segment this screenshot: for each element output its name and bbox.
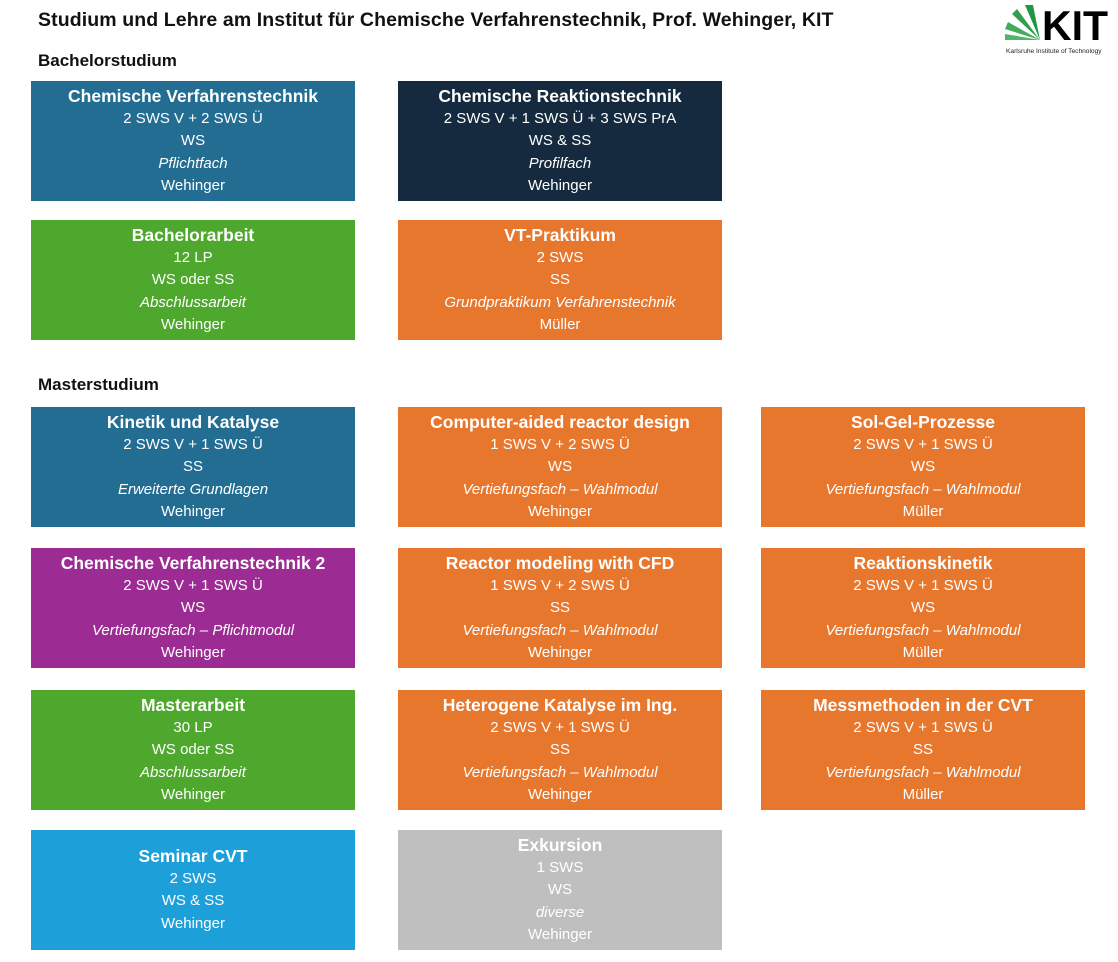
- course-category: Vertiefungsfach – Wahlmodul: [462, 763, 658, 781]
- course-card-computer-aided-reactor-design: Computer-aided reactor design 1 SWS V + …: [398, 407, 722, 527]
- kit-logo-tagline: Karlsruhe Institute of Technology: [1006, 48, 1102, 55]
- course-sws: 2 SWS: [169, 869, 217, 887]
- course-card-messmethoden-in-der-cvt: Messmethoden in der CVT 2 SWS V + 1 SWS …: [761, 690, 1085, 810]
- course-category: Abschlussarbeit: [140, 763, 246, 781]
- course-semester: WS: [910, 599, 936, 617]
- course-semester: SS: [549, 741, 570, 759]
- course-title: Kinetik und Katalyse: [106, 411, 280, 432]
- course-lecturer: Wehinger: [161, 643, 225, 661]
- course-title: Computer-aided reactor design: [430, 411, 690, 432]
- course-card-heterogene-katalyse-im-ing: Heterogene Katalyse im Ing. 2 SWS V + 1 …: [398, 690, 722, 810]
- course-category: Profilfach: [528, 154, 592, 172]
- course-lecturer: Müller: [902, 643, 944, 661]
- course-semester: SS: [549, 599, 570, 617]
- course-lecturer: Müller: [902, 502, 944, 520]
- course-sws: 2 SWS V + 1 SWS Ü: [123, 435, 263, 453]
- kit-logo: KIT Karlsruhe Institute of Technology: [1005, 5, 1108, 55]
- course-lecturer: Wehinger: [161, 785, 225, 803]
- course-semester: WS oder SS: [151, 741, 235, 759]
- course-category: Grundpraktikum Verfahrenstechnik: [444, 293, 676, 311]
- course-category: Erweiterte Grundlagen: [117, 480, 269, 498]
- course-sws: 1 SWS V + 2 SWS Ü: [490, 435, 630, 453]
- course-title: Sol-Gel-Prozesse: [851, 411, 995, 432]
- course-sws: 2 SWS: [536, 248, 584, 266]
- course-semester: WS & SS: [161, 892, 225, 910]
- course-category: Vertiefungsfach – Wahlmodul: [825, 621, 1021, 639]
- course-semester: WS: [547, 458, 573, 476]
- course-category: Vertiefungsfach – Pflichtmodul: [91, 621, 295, 639]
- course-category: diverse: [535, 903, 585, 921]
- course-category: Vertiefungsfach – Wahlmodul: [462, 480, 658, 498]
- course-title: Exkursion: [517, 834, 603, 855]
- kit-logo-text: KIT: [1042, 5, 1108, 49]
- course-category: Vertiefungsfach – Wahlmodul: [825, 763, 1021, 781]
- course-sws: 1 SWS V + 2 SWS Ü: [490, 576, 630, 594]
- course-sws: 2 SWS V + 1 SWS Ü + 3 SWS PrA: [443, 109, 677, 127]
- page-title: Studium und Lehre am Institut für Chemis…: [38, 9, 834, 31]
- course-semester: WS & SS: [528, 132, 592, 150]
- course-lecturer: Wehinger: [528, 643, 592, 661]
- course-lecturer: Wehinger: [161, 176, 225, 194]
- course-card-masterarbeit: Masterarbeit 30 LP WS oder SS Abschlussa…: [31, 690, 355, 810]
- course-semester: WS: [180, 132, 206, 150]
- course-sws: 2 SWS V + 1 SWS Ü: [853, 718, 993, 736]
- course-card-reactor-modeling-with-cfd: Reactor modeling with CFD 1 SWS V + 2 SW…: [398, 548, 722, 668]
- course-semester: WS: [910, 458, 936, 476]
- course-sws: 2 SWS V + 1 SWS Ü: [853, 435, 993, 453]
- course-semester: SS: [912, 741, 933, 759]
- section-heading-master: Masterstudium: [38, 375, 159, 394]
- course-card-reaktionskinetik: Reaktionskinetik 2 SWS V + 1 SWS Ü WS Ve…: [761, 548, 1085, 668]
- course-lecturer: Wehinger: [528, 925, 592, 943]
- course-category: Pflichtfach: [158, 154, 228, 172]
- course-lecturer: Müller: [539, 315, 581, 333]
- course-card-bachelorarbeit: Bachelorarbeit 12 LP WS oder SS Abschlus…: [31, 220, 355, 340]
- course-sws: 1 SWS: [536, 858, 584, 876]
- course-card-chemische-verfahrenstechnik-2: Chemische Verfahrenstechnik 2 2 SWS V + …: [31, 548, 355, 668]
- course-card-exkursion: Exkursion 1 SWS WS diverse Wehinger: [398, 830, 722, 950]
- course-title: Chemische Verfahrenstechnik: [68, 85, 318, 106]
- course-title: Messmethoden in der CVT: [813, 694, 1033, 715]
- course-sws: 2 SWS V + 1 SWS Ü: [853, 576, 993, 594]
- course-sws: 2 SWS V + 1 SWS Ü: [123, 576, 263, 594]
- course-title: Heterogene Katalyse im Ing.: [442, 694, 678, 715]
- kit-fan-icon: [1005, 5, 1040, 40]
- course-card-chemische-verfahrenstechnik: Chemische Verfahrenstechnik 2 SWS V + 2 …: [31, 81, 355, 201]
- course-lecturer: Wehinger: [528, 176, 592, 194]
- course-card-kinetik-und-katalyse: Kinetik und Katalyse 2 SWS V + 1 SWS Ü S…: [31, 407, 355, 527]
- course-sws: 30 LP: [173, 718, 213, 736]
- course-card-sol-gel-prozesse: Sol-Gel-Prozesse 2 SWS V + 1 SWS Ü WS Ve…: [761, 407, 1085, 527]
- course-category: Vertiefungsfach – Wahlmodul: [825, 480, 1021, 498]
- course-title: VT-Praktikum: [504, 224, 616, 245]
- course-semester: WS oder SS: [151, 271, 235, 289]
- course-semester: WS: [180, 599, 206, 617]
- course-semester: WS: [547, 881, 573, 899]
- course-category: Abschlussarbeit: [140, 293, 246, 311]
- course-title: Chemische Reaktionstechnik: [438, 85, 682, 106]
- course-lecturer: Wehinger: [528, 502, 592, 520]
- course-lecturer: Wehinger: [161, 914, 225, 932]
- course-card-vt-praktikum: VT-Praktikum 2 SWS SS Grundpraktikum Ver…: [398, 220, 722, 340]
- course-title: Reactor modeling with CFD: [445, 552, 675, 573]
- course-lecturer: Wehinger: [528, 785, 592, 803]
- course-title: Seminar CVT: [138, 845, 248, 866]
- course-lecturer: Müller: [902, 785, 944, 803]
- course-card-seminar-cvt: Seminar CVT 2 SWS WS & SS Wehinger: [31, 830, 355, 950]
- course-lecturer: Wehinger: [161, 502, 225, 520]
- course-sws: 12 LP: [173, 248, 213, 266]
- course-category: Vertiefungsfach – Wahlmodul: [462, 621, 658, 639]
- course-semester: SS: [549, 271, 570, 289]
- course-title: Bachelorarbeit: [131, 224, 255, 245]
- course-semester: SS: [182, 458, 203, 476]
- course-sws: 2 SWS V + 1 SWS Ü: [490, 718, 630, 736]
- section-heading-bachelor: Bachelorstudium: [38, 51, 177, 70]
- course-lecturer: Wehinger: [161, 315, 225, 333]
- course-sws: 2 SWS V + 2 SWS Ü: [123, 109, 263, 127]
- course-title: Masterarbeit: [140, 694, 246, 715]
- course-title: Chemische Verfahrenstechnik 2: [60, 552, 326, 573]
- course-card-chemische-reaktionstechnik: Chemische Reaktionstechnik 2 SWS V + 1 S…: [398, 81, 722, 201]
- course-title: Reaktionskinetik: [853, 552, 993, 573]
